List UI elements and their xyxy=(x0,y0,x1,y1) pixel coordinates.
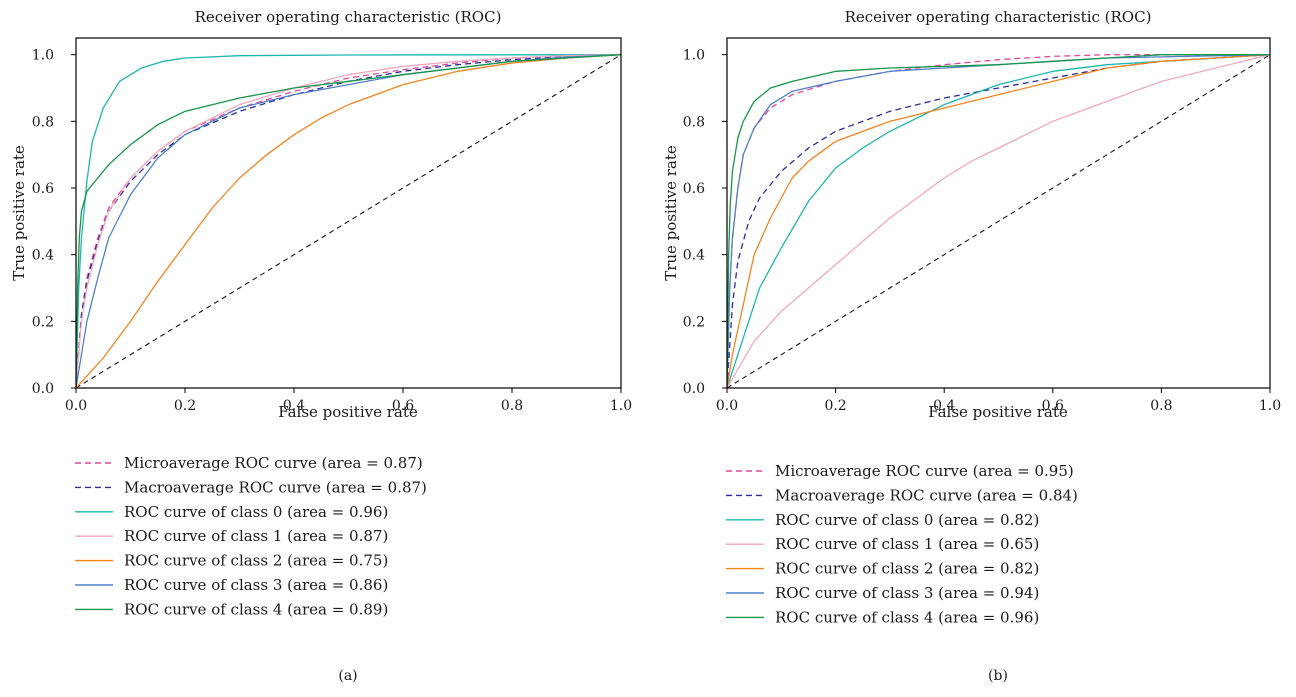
roc-curve-series-2 xyxy=(76,54,621,388)
y-axis-label: True positive rate xyxy=(10,145,28,281)
legend-entry-series-2: ROC curve of class 0 (area = 0.82) xyxy=(775,511,1039,529)
y-tick-label: 0.6 xyxy=(683,181,705,197)
legend-entry-series-1: Macroaverage ROC curve (area = 0.87) xyxy=(124,478,427,496)
roc-curve-series-0 xyxy=(727,54,1270,388)
legend-entry-series-4: ROC curve of class 2 (area = 0.82) xyxy=(775,560,1039,578)
legend: Microaverage ROC curve (area = 0.95) Macr… xyxy=(726,462,1078,626)
roc-curve-series-3 xyxy=(727,54,1270,388)
x-tick-label: 0.0 xyxy=(65,398,87,414)
legend-entry-series-0: Microaverage ROC curve (area = 0.87) xyxy=(124,454,423,472)
x-tick-label: 0.8 xyxy=(1150,398,1172,414)
roc-curve-series-6 xyxy=(727,54,1270,388)
y-tick-label: 0.0 xyxy=(32,381,54,397)
plot-frame xyxy=(726,37,1271,389)
legend-entry-series-5: ROC curve of class 3 (area = 0.94) xyxy=(775,584,1039,602)
y-tick-label: 0.6 xyxy=(32,181,54,197)
curves-group xyxy=(76,54,621,388)
legend-entry-series-4: ROC curve of class 2 (area = 0.75) xyxy=(124,552,388,570)
chart-title: Receiver operating characteristic (ROC) xyxy=(845,8,1152,26)
x-tick-label: 0.4 xyxy=(933,398,955,414)
chance-diagonal-line xyxy=(726,54,1271,389)
legend-entry-series-3: ROC curve of class 1 (area = 0.65) xyxy=(775,535,1039,553)
x-tick-label: 0.2 xyxy=(824,398,846,414)
plot-frame xyxy=(75,37,622,389)
roc-curve-series-6 xyxy=(76,54,621,388)
legend-entry-series-5: ROC curve of class 3 (area = 0.86) xyxy=(124,576,388,594)
y-tick-label: 0.2 xyxy=(683,314,705,330)
panel-label: (b) xyxy=(988,668,1008,684)
x-tick-label: 0.8 xyxy=(501,398,523,414)
roc-curve-series-3 xyxy=(76,54,621,388)
panel-a: Receiver operating characteristic (ROC) 0… xyxy=(10,8,632,684)
x-tick-label: 0.2 xyxy=(174,398,196,414)
x-axis-label: False positive rate xyxy=(928,403,1068,421)
chart-title: Receiver operating characteristic (ROC) xyxy=(195,8,502,26)
y-tick-label: 0.8 xyxy=(683,114,705,130)
panel-label: (a) xyxy=(338,668,357,684)
curves-group xyxy=(727,54,1270,388)
legend-entry-series-3: ROC curve of class 1 (area = 0.87) xyxy=(124,527,388,545)
y-tick-label: 0.0 xyxy=(683,381,705,397)
panel-b: Receiver operating characteristic (ROC) 0… xyxy=(662,8,1281,684)
legend-entry-series-1: Macroaverage ROC curve (area = 0.84) xyxy=(775,486,1078,504)
roc-curve-series-4 xyxy=(727,54,1270,388)
x-tick-label: 0.6 xyxy=(392,398,414,414)
y-tick-label: 1.0 xyxy=(32,48,54,64)
legend-entry-series-0: Microaverage ROC curve (area = 0.95) xyxy=(775,462,1074,480)
chance-diagonal-line xyxy=(75,54,622,389)
roc-curve-series-2 xyxy=(727,54,1270,388)
y-tick-label: 0.8 xyxy=(32,114,54,130)
x-tick-label: 1.0 xyxy=(1259,398,1281,414)
x-tick-label: 0.6 xyxy=(1042,398,1064,414)
legend-entry-series-6: ROC curve of class 4 (area = 0.96) xyxy=(775,608,1039,626)
roc-curve-series-0 xyxy=(76,54,621,388)
y-tick-label: 0.2 xyxy=(32,314,54,330)
y-tick-label: 0.4 xyxy=(32,248,54,264)
y-tick-label: 1.0 xyxy=(683,48,705,64)
roc-curve-series-4 xyxy=(76,54,621,388)
x-tick-label: 0.0 xyxy=(716,398,738,414)
y-tick-label: 0.4 xyxy=(683,248,705,264)
x-axis-label: False positive rate xyxy=(278,403,418,421)
legend-entry-series-6: ROC curve of class 4 (area = 0.89) xyxy=(124,600,388,618)
legend-entry-series-2: ROC curve of class 0 (area = 0.96) xyxy=(124,503,388,521)
x-tick-label: 1.0 xyxy=(610,398,632,414)
legend: Microaverage ROC curve (area = 0.87) Macr… xyxy=(75,454,427,618)
y-axis-label: True positive rate xyxy=(662,145,680,281)
x-tick-label: 0.4 xyxy=(283,398,305,414)
